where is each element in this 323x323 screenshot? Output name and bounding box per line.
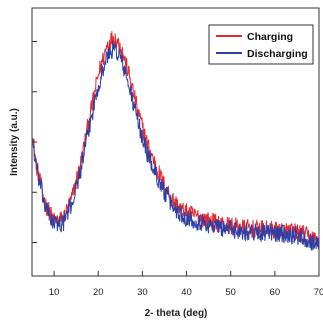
x-axis-ticks: 10 20 30 40 50 60 70: [49, 271, 323, 298]
x-axis-label: 2- theta (deg): [145, 308, 208, 319]
legend-box: [208, 24, 314, 65]
x-tick-label: 60: [270, 287, 281, 298]
legend: Charging Discharging: [208, 24, 314, 65]
legend-label-charging: Charging: [247, 31, 293, 43]
x-tick-label: 40: [181, 287, 192, 298]
y-axis-ticks: [32, 41, 37, 243]
legend-label-discharging: Discharging: [247, 48, 308, 60]
curves-group: [31, 31, 320, 251]
x-tick-label: 10: [49, 287, 60, 298]
x-tick-label: 50: [225, 287, 236, 298]
x-tick-label: 30: [137, 287, 148, 298]
series-line-discharging: [31, 40, 320, 251]
x-tick-label: 70: [314, 287, 323, 298]
x-tick-label: 20: [93, 287, 104, 298]
y-axis-label: Intensity (a.u.): [9, 108, 20, 176]
